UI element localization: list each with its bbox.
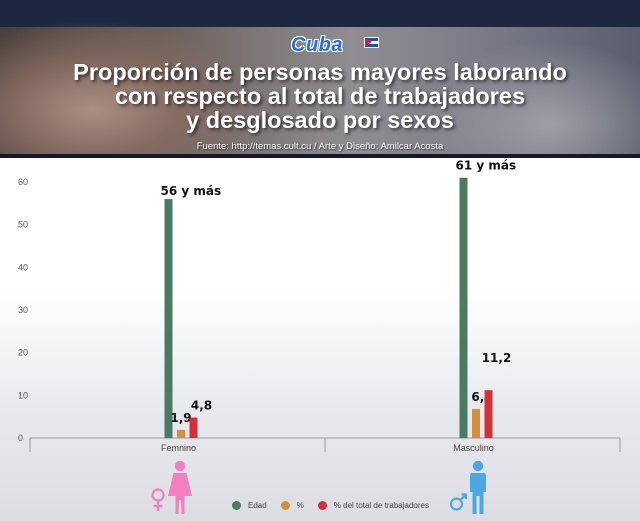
- background-photo-hands: [0, 20, 260, 158]
- cuba-logo: Cuba: [291, 34, 343, 56]
- bar-del-total-de-trabajadores: [484, 390, 493, 438]
- legend-item-edad: Edad: [232, 500, 267, 510]
- data-label: 56 y más: [161, 184, 222, 198]
- title-line-1: Proporción de personas mayores laborando: [73, 59, 567, 85]
- legend-swatch-pct: [280, 500, 290, 510]
- legend-label-pct: %: [296, 500, 304, 510]
- data-label: 4,8: [191, 399, 212, 413]
- y-tick-label: 50: [18, 220, 28, 230]
- title-line-2: con respecto al total de trabajadores: [114, 83, 526, 109]
- header-banner: [0, 0, 640, 158]
- chart-legend: Edad % % del total de trabajadores: [232, 499, 443, 511]
- y-tick-label: 30: [18, 305, 28, 315]
- legend-label-edad: Edad: [248, 500, 267, 510]
- x-category-label: Masculino: [453, 443, 494, 453]
- data-label: 11,2: [482, 351, 512, 365]
- source-credit: Fuente: http://temas.cult.cu / Arte y Di…: [196, 141, 444, 152]
- male-figure-icon: [449, 460, 486, 514]
- y-tick-label: 20: [18, 348, 28, 358]
- y-tick-label: 40: [18, 262, 28, 272]
- legend-item-pct: %: [280, 500, 304, 510]
- y-tick-label: 60: [18, 177, 28, 187]
- title-line-3: y desglosado por sexos: [186, 107, 454, 133]
- x-category-label: Femnino: [161, 443, 196, 453]
- bar-chart: 0 10 20 30 40 50 60 Femnino 56 y más 1,94,8 Mascul…: [18, 159, 621, 453]
- data-label: 61 y más: [456, 159, 517, 173]
- bar-edad: [459, 177, 468, 438]
- bar-: [177, 429, 185, 438]
- header-divider: [0, 154, 640, 158]
- bar-del-total-de-trabajadores: [189, 417, 198, 438]
- cuba-flag-icon: [364, 37, 379, 48]
- bar-edad: [164, 199, 173, 438]
- data-label: 1,9: [170, 411, 191, 425]
- legend-item-pct-total: % del total de trabajadores: [317, 500, 429, 510]
- y-tick-label: 10: [18, 390, 28, 400]
- y-tick-label: 0: [18, 433, 23, 443]
- background-photo-shade: [420, 40, 640, 158]
- female-figure-icon: [151, 460, 192, 514]
- legend-label-pct-total: % del total de trabajadores: [333, 500, 429, 510]
- legend-swatch-edad: [232, 500, 241, 510]
- legend-swatch-pct-total: [317, 500, 327, 510]
- chart-title: Proporción de personas mayores laborando…: [0, 60, 640, 132]
- bar-: [472, 408, 480, 438]
